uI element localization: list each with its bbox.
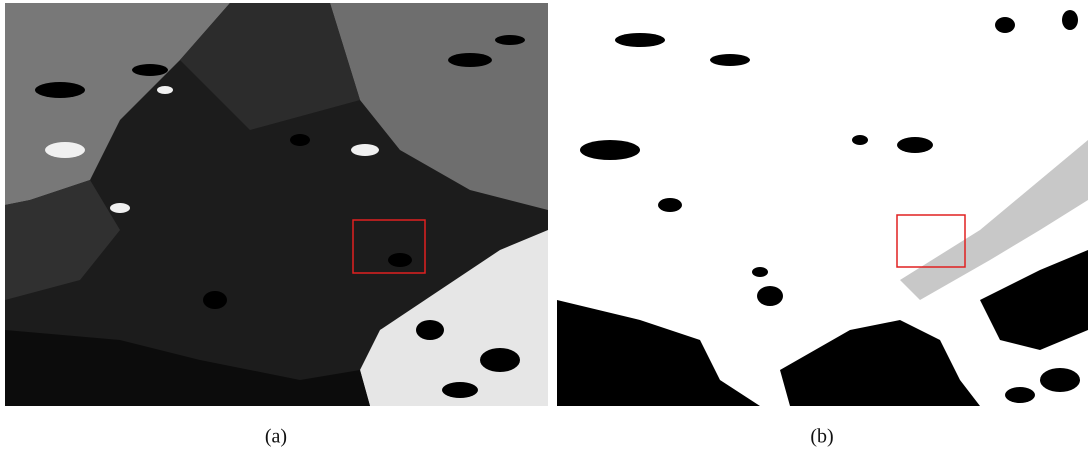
- panel-a-image: [5, 3, 548, 406]
- caption-b: (b): [810, 426, 833, 448]
- panel-b-image: [557, 3, 1088, 406]
- caption-a: (a): [265, 426, 287, 448]
- figure: (a) (b): [0, 0, 1088, 452]
